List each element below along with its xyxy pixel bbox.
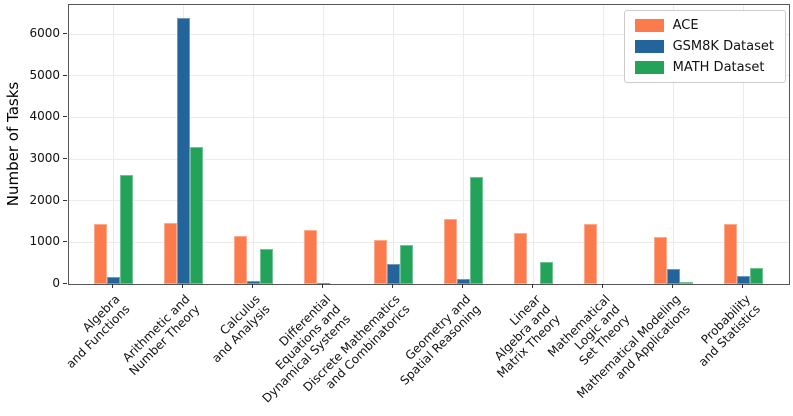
y-tick-label-2000: 2000	[29, 192, 60, 207]
y-axis-title: Number of Tasks	[4, 81, 22, 207]
y-tick-label-4000: 4000	[29, 109, 60, 124]
gridline-v	[672, 5, 674, 284]
bar-ace-differential-equations-and-dynamical-systems	[303, 229, 317, 284]
x-tick-mark	[182, 284, 183, 288]
x-tick-mark	[462, 284, 463, 288]
legend-item-ace: ACE	[634, 18, 774, 33]
gridline-v	[252, 5, 254, 284]
legend-item-gsm8k-dataset: GSM8K Dataset	[634, 39, 774, 54]
y-tick-mark	[63, 241, 67, 243]
gridline-v	[742, 5, 744, 284]
x-tick-mark	[392, 284, 393, 288]
gridline-v	[322, 5, 324, 284]
legend: ACE GSM8K Dataset MATH Dataset	[623, 10, 786, 83]
bar-math-dataset-arithmetic-and-number-theory	[189, 147, 203, 284]
y-tick-label-0: 0	[52, 276, 60, 290]
y-tick-mark	[63, 283, 67, 284]
bar-gsm8k-dataset-probability-and-statistics	[736, 275, 750, 284]
bar-gsm8k-dataset-differential-equations-and-dynamical-systems	[316, 282, 330, 284]
x-tick-mark	[252, 284, 253, 288]
gridline-v	[112, 5, 114, 284]
bar-ace-arithmetic-and-number-theory	[163, 223, 177, 284]
y-tick-mark	[63, 74, 67, 76]
bar-gsm8k-dataset-algebra-and-functions	[106, 276, 120, 284]
bar-gsm8k-dataset-mathematical-modeling-and-applications	[666, 268, 680, 284]
x-tick-mark	[672, 284, 673, 288]
bar-ace-linear-algebra-and-matrix-theory	[513, 233, 527, 284]
x-tick-label-probability-and-statistics: Probability and Statistics	[695, 292, 763, 370]
y-tick-label-6000: 6000	[29, 26, 60, 41]
legend-label-ace: ACE	[672, 18, 699, 33]
gridline-v	[602, 5, 604, 284]
gridline-v	[532, 5, 534, 284]
bar-math-dataset-probability-and-statistics	[749, 268, 763, 284]
legend-swatch-ace-icon	[634, 19, 664, 32]
x-tick-mark	[742, 284, 743, 288]
bar-math-dataset-linear-algebra-and-matrix-theory	[539, 262, 553, 284]
bar-math-dataset-discrete-mathematics-and-combinatorics	[399, 245, 413, 284]
y-tick-mark	[63, 199, 67, 201]
x-tick-mark	[112, 284, 113, 288]
gridline-v	[462, 5, 464, 284]
y-tick-mark	[63, 116, 67, 118]
y-tick-label-3000: 3000	[29, 151, 60, 166]
legend-swatch-math-dataset-icon	[634, 61, 664, 74]
bar-ace-discrete-mathematics-and-combinatorics	[373, 240, 387, 284]
bar-gsm8k-dataset-discrete-mathematics-and-combinatorics	[386, 263, 400, 284]
bar-gsm8k-dataset-arithmetic-and-number-theory	[176, 18, 190, 284]
bar-gsm8k-dataset-geometry-and-spatial-reasoning	[456, 279, 470, 284]
bar-ace-calculus-and-analysis	[233, 236, 247, 284]
legend-item-math-dataset: MATH Dataset	[634, 60, 774, 75]
gridline-h-2000	[69, 200, 789, 202]
gridline-h-3000	[69, 158, 789, 160]
legend-label-gsm8k-dataset: GSM8K Dataset	[672, 39, 774, 54]
x-tick-label-arithmetic-and-number-theory: Arithmetic and Number Theory	[120, 292, 203, 379]
gridline-h-6000	[69, 33, 789, 35]
bar-ace-probability-and-statistics	[723, 223, 737, 284]
y-tick-mark	[63, 33, 67, 35]
gridline-v	[392, 5, 394, 284]
x-tick-label-linear-algebra-and-matrix-theory: Linear Algebra and Matrix Theory	[491, 292, 563, 381]
legend-label-math-dataset: MATH Dataset	[672, 60, 765, 75]
bar-math-dataset-calculus-and-analysis	[259, 249, 273, 284]
legend-swatch-gsm8k-dataset-icon	[634, 40, 664, 53]
gridline-h-5000	[69, 75, 789, 77]
bar-math-dataset-algebra-and-functions	[119, 174, 133, 284]
bar-ace-geometry-and-spatial-reasoning	[443, 219, 457, 284]
gridline-h-4000	[69, 116, 789, 118]
bar-ace-mathematical-logic-and-set-theory	[583, 224, 597, 284]
bar-math-dataset-geometry-and-spatial-reasoning	[469, 176, 483, 284]
y-tick-label-5000: 5000	[29, 67, 60, 82]
x-tick-mark	[322, 284, 323, 288]
y-tick-mark	[63, 158, 67, 160]
y-tick-label-1000: 1000	[29, 234, 60, 249]
x-tick-mark	[602, 284, 603, 288]
x-tick-mark	[532, 284, 533, 288]
bar-ace-mathematical-modeling-and-applications	[653, 236, 667, 284]
bar-math-dataset-mathematical-modeling-and-applications	[679, 281, 693, 284]
gridline-h-1000	[69, 241, 789, 243]
bar-ace-algebra-and-functions	[93, 224, 107, 284]
bar-gsm8k-dataset-calculus-and-analysis	[246, 281, 260, 284]
